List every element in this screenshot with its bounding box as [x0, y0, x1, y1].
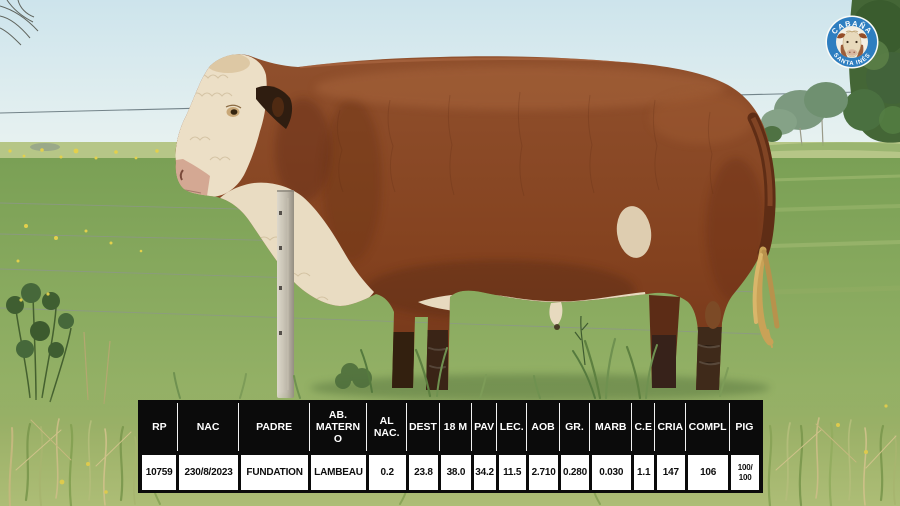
value-padre: FUNDATION: [240, 455, 309, 490]
header-compl: COMPL: [686, 403, 730, 451]
value-dest: 23.8: [408, 455, 439, 490]
value-aob: 2.710: [528, 455, 559, 490]
value-nac: 230/8/2023: [179, 455, 238, 490]
value-ab-materno: LAMBEAU: [311, 455, 366, 490]
column-marb: MARB 0.030: [590, 403, 633, 490]
value-pav: 34.2: [473, 455, 496, 490]
header-dest: DEST: [407, 403, 440, 451]
column-rp: RP 10759: [142, 403, 178, 490]
header-pav: PAV: [472, 403, 498, 451]
column-nac: NAC 230/8/2023: [178, 403, 240, 490]
column-compl: COMPL 106: [686, 403, 730, 490]
column-lec: LEC. 11.5: [497, 403, 528, 490]
header-gr: GR.: [560, 403, 591, 451]
header-lec: LEC.: [497, 403, 528, 451]
header-aob: AOB: [527, 403, 560, 451]
column-ab-materno: AB. MATERN O LAMBEAU: [310, 403, 368, 490]
column-ce: C.E 1.1: [632, 403, 656, 490]
column-pig: PIG 100/ 100: [730, 403, 759, 490]
column-aob: AOB 2.710: [527, 403, 560, 490]
header-padre: PADRE: [239, 403, 310, 451]
thistle-bush: [6, 283, 111, 405]
logo-bull-head-icon: [837, 30, 867, 58]
value-18m: 38.0: [441, 455, 471, 490]
value-compl: 106: [687, 455, 729, 490]
ranch-logo: CABAÑA SANTA INÉS: [825, 15, 879, 69]
header-ab-materno: AB. MATERN O: [310, 403, 368, 451]
column-cria: CRIA 147: [655, 403, 687, 490]
header-nac: NAC: [178, 403, 240, 451]
column-18m: 18 M 38.0: [440, 403, 473, 490]
value-lec: 11.5: [498, 455, 526, 490]
value-ce: 1.1: [633, 455, 654, 490]
column-al-nac: AL NAC. 0.2: [367, 403, 408, 490]
column-gr: GR. 0.280: [560, 403, 591, 490]
header-rp: RP: [142, 403, 178, 451]
column-padre: PADRE FUNDATION: [239, 403, 310, 490]
header-cria: CRIA: [655, 403, 687, 451]
value-gr: 0.280: [561, 455, 589, 490]
header-marb: MARB: [590, 403, 633, 451]
header-ce: C.E: [632, 403, 656, 451]
header-al-nac: AL NAC.: [367, 403, 408, 451]
value-pig: 100/ 100: [731, 455, 759, 490]
column-dest: DEST 23.8: [407, 403, 440, 490]
column-pav: PAV 34.2: [472, 403, 498, 490]
value-cria: 147: [656, 455, 685, 490]
header-pig: PIG: [735, 420, 754, 433]
tree-branches-topleft: [0, 0, 39, 46]
value-rp: 10759: [142, 455, 177, 490]
value-marb: 0.030: [591, 455, 631, 490]
fence-post: [277, 190, 294, 398]
header-18m: 18 M: [440, 403, 473, 451]
animal-stats-table: RP 10759 NAC 230/8/2023 PADRE FUNDATION …: [138, 400, 763, 493]
value-al-nac: 0.2: [368, 455, 406, 490]
